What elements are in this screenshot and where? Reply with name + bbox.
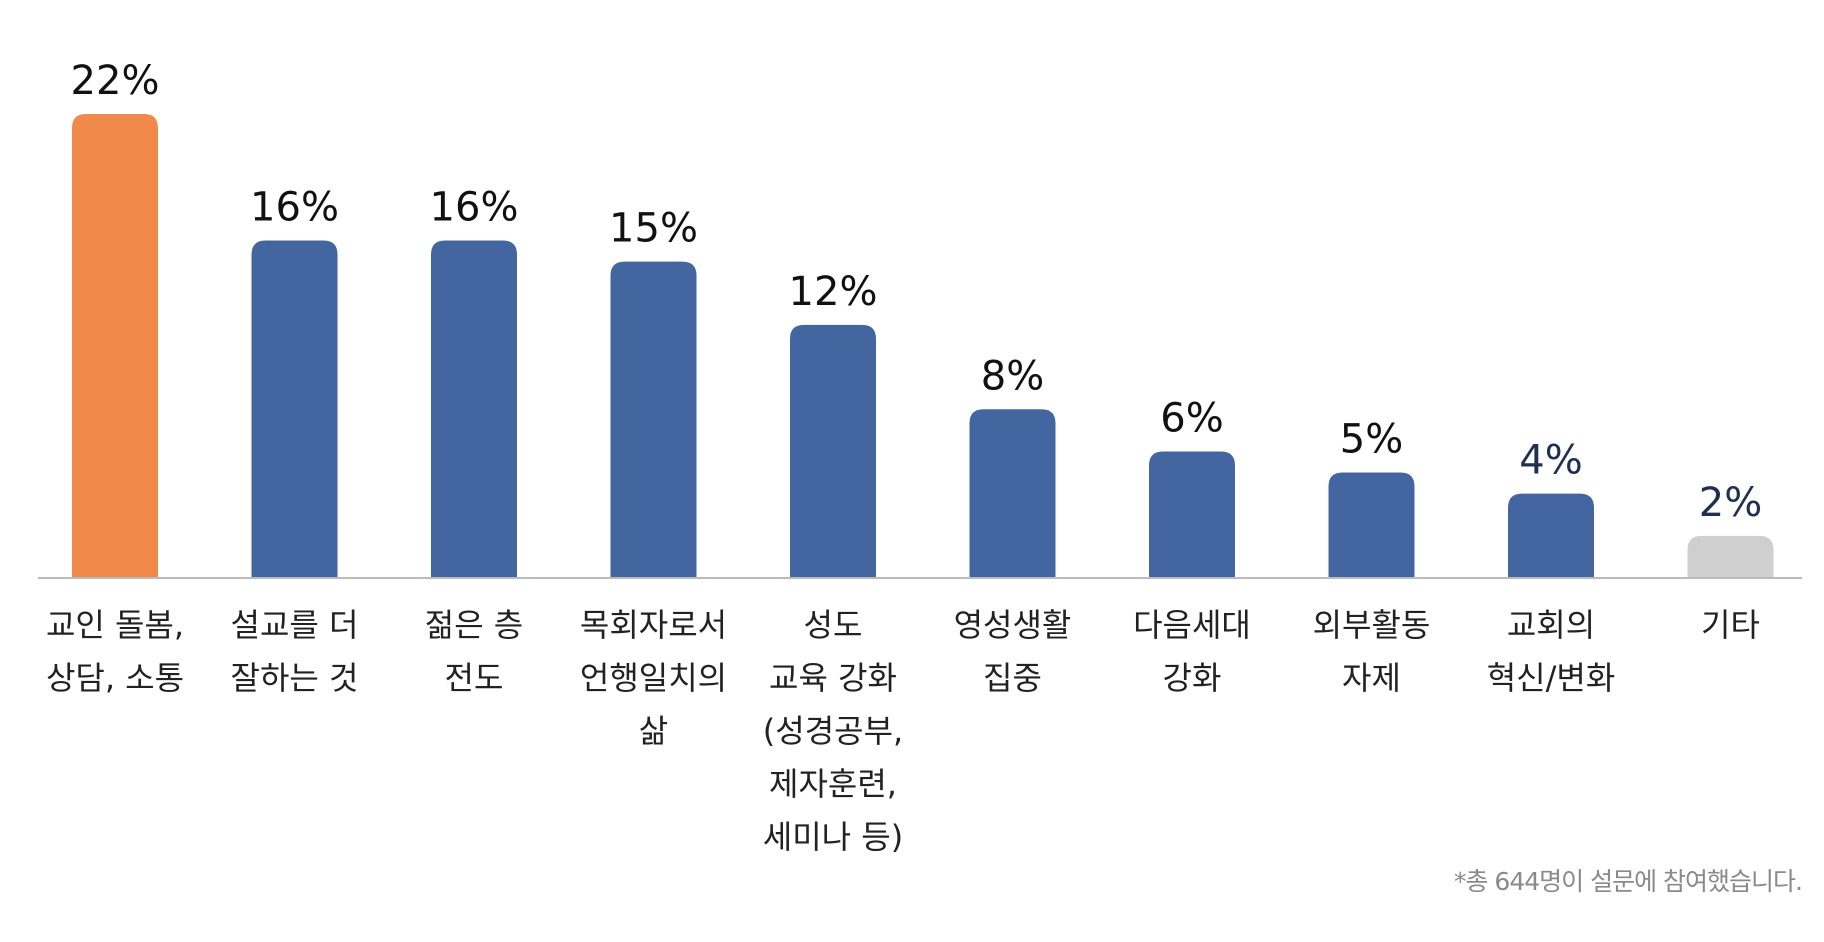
data-label: 5% xyxy=(1340,417,1403,463)
data-label: 8% xyxy=(981,353,1044,399)
bar xyxy=(1149,451,1235,578)
data-label: 22% xyxy=(71,58,160,104)
category-labels-group: 교인 돌봄, 상담, 소통 설교를 더 잘하는 것 젊은 층 전도 목회자로서 언행일치의 삶성… xyxy=(46,606,1760,856)
data-label: 15% xyxy=(609,206,698,252)
category-label: 설교를 더 잘하는 것 xyxy=(231,606,359,697)
bar xyxy=(431,240,517,578)
bar xyxy=(1508,493,1594,578)
category-label: 외부활동 자제 xyxy=(1313,606,1431,697)
bar xyxy=(790,324,876,578)
category-label: 목회자로서 언행일치의 삶 xyxy=(580,606,727,750)
bar xyxy=(610,261,697,578)
category-label: 젊은 층 전도 xyxy=(425,606,524,697)
data-label: 4% xyxy=(1519,438,1582,484)
bar xyxy=(72,114,158,578)
bar xyxy=(251,240,338,578)
data-label: 2% xyxy=(1699,480,1762,526)
category-label: 다음세대 강화 xyxy=(1133,606,1251,697)
data-label: 16% xyxy=(250,185,339,231)
bars-group xyxy=(72,114,1774,578)
category-label: 교인 돌봄, 상담, 소통 xyxy=(46,606,184,697)
category-label: 교회의 혁신/변화 xyxy=(1487,606,1616,697)
bar xyxy=(969,409,1056,578)
category-label: 성도 교육 강화 (성경공부, 제자훈련, 세미나 등) xyxy=(763,606,903,856)
footnote: *총 644명이 설문에 참여했습니다. xyxy=(1453,867,1803,896)
value-labels-group: 22% 16% 16% 15% 12% 8% 6% 5% 4% 2% xyxy=(71,58,1763,526)
data-label: 16% xyxy=(430,185,519,231)
data-label: 12% xyxy=(789,269,878,315)
bar xyxy=(1328,472,1415,578)
category-label: 기타 xyxy=(1701,606,1760,644)
bar xyxy=(1687,535,1774,578)
data-label: 6% xyxy=(1160,395,1223,441)
category-label: 영성생활 집중 xyxy=(954,606,1072,697)
